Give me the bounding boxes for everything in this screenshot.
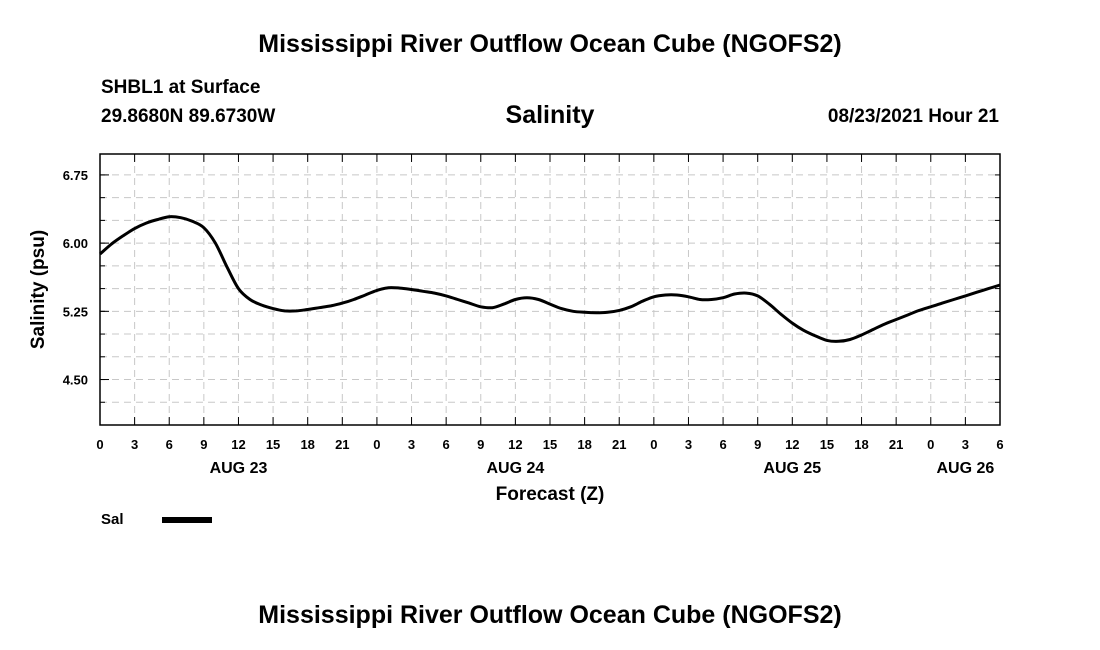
- day-label: AUG 24: [486, 460, 544, 477]
- y-axis-title: Salinity (psu): [28, 230, 49, 349]
- x-tick-label: 0: [96, 437, 103, 452]
- legend-label: Sal: [101, 511, 124, 528]
- variable-title: Salinity: [505, 101, 595, 129]
- y-tick-label: 6.75: [63, 168, 88, 183]
- x-tick-label: 0: [650, 437, 657, 452]
- forecast-datetime: 08/23/2021 Hour 21: [827, 106, 999, 127]
- x-tick-label: 18: [577, 437, 591, 452]
- x-tick-label: 21: [335, 437, 349, 452]
- day-label: AUG 25: [763, 460, 821, 477]
- x-tick-label: 18: [854, 437, 868, 452]
- x-tick-label: 12: [508, 437, 522, 452]
- x-tick-label: 15: [820, 437, 834, 452]
- chart-title-bottom: Mississippi River Outflow Ocean Cube (NG…: [258, 601, 842, 629]
- y-tick-label: 4.50: [63, 373, 88, 388]
- x-tick-label: 3: [408, 437, 415, 452]
- x-tick-label: 6: [996, 437, 1003, 452]
- x-tick-label: 21: [612, 437, 626, 452]
- x-tick-label: 9: [477, 437, 484, 452]
- x-tick-label: 6: [166, 437, 173, 452]
- x-tick-label: 21: [889, 437, 903, 452]
- chart-title-top: Mississippi River Outflow Ocean Cube (NG…: [258, 30, 842, 58]
- x-tick-label: 9: [754, 437, 761, 452]
- x-tick-label: 15: [266, 437, 280, 452]
- plot-frame: [99, 153, 1001, 426]
- day-label: AUG 23: [210, 460, 268, 477]
- x-tick-label: 12: [231, 437, 245, 452]
- x-axis-title: Forecast (Z): [496, 484, 605, 505]
- x-tick-label: 6: [443, 437, 450, 452]
- x-tick-label: 0: [373, 437, 380, 452]
- x-tick-label: 3: [685, 437, 692, 452]
- x-tick-label: 9: [200, 437, 207, 452]
- station-name: SHBL1 at Surface: [101, 77, 261, 98]
- x-tick-label: 12: [785, 437, 799, 452]
- x-tick-label: 3: [962, 437, 969, 452]
- y-tick-label: 6.00: [63, 236, 88, 251]
- x-tick-label: 3: [131, 437, 138, 452]
- day-label: AUG 26: [936, 460, 994, 477]
- y-tick-label: 5.25: [63, 304, 88, 319]
- x-tick-label: 0: [927, 437, 934, 452]
- x-tick-label: 15: [543, 437, 557, 452]
- x-tick-label: 6: [719, 437, 726, 452]
- series-line-sal: [99, 215, 1001, 343]
- station-coords: 29.8680N 89.6730W: [101, 106, 276, 127]
- x-tick-label: 18: [300, 437, 314, 452]
